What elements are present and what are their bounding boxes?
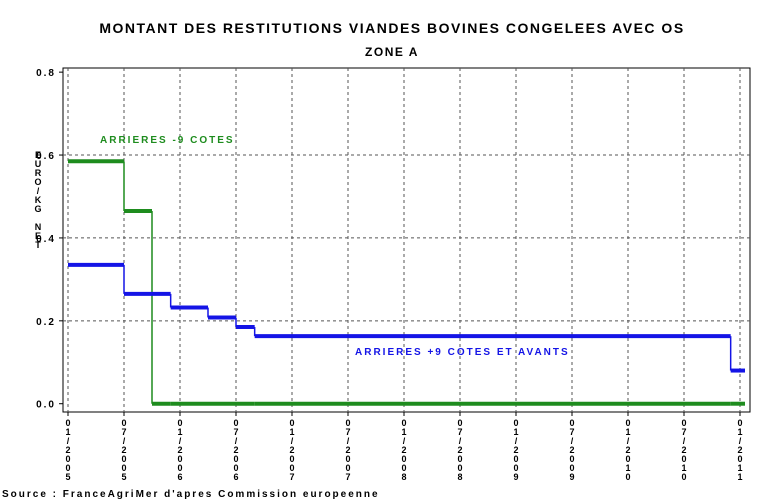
x-tick-label: 07/2008 bbox=[455, 418, 465, 481]
x-tick-label: 01/2011 bbox=[735, 418, 745, 481]
y-axis-label: EURO/KG NET bbox=[33, 150, 43, 249]
source: Source : FranceAgriMer d'apres Commissio… bbox=[2, 489, 380, 500]
y-tick-label: 0.4 bbox=[36, 234, 56, 245]
y-tick-label: 0.6 bbox=[36, 151, 56, 162]
x-tick-label: 07/2009 bbox=[567, 418, 577, 481]
x-tick-label: 01/2005 bbox=[63, 418, 73, 481]
x-tick-label: 01/2006 bbox=[175, 418, 185, 481]
plot-frame bbox=[62, 67, 751, 413]
y-tick-label: 0.0 bbox=[36, 400, 56, 411]
x-tick-label: 01/2007 bbox=[287, 418, 297, 481]
chart-title: MONTANT DES RESTITUTIONS VIANDES BOVINES… bbox=[99, 20, 684, 36]
series-label: ARRIERES +9 COTES ET AVANTS bbox=[355, 347, 570, 358]
x-tick-label: 07/2010 bbox=[679, 418, 689, 481]
y-tick-label: 0.2 bbox=[36, 317, 56, 328]
chart-subtitle: ZONE A bbox=[365, 45, 419, 59]
series-label: ARRIERES -9 COTES bbox=[100, 135, 235, 146]
x-tick-label: 07/2007 bbox=[343, 418, 353, 481]
y-tick-label: 0.8 bbox=[36, 68, 56, 79]
x-tick-label: 01/2010 bbox=[623, 418, 633, 481]
x-tick-label: 07/2006 bbox=[231, 418, 241, 481]
x-tick-label: 01/2008 bbox=[399, 418, 409, 481]
x-tick-label: 01/2009 bbox=[511, 418, 521, 481]
x-tick-label: 07/2005 bbox=[119, 418, 129, 481]
